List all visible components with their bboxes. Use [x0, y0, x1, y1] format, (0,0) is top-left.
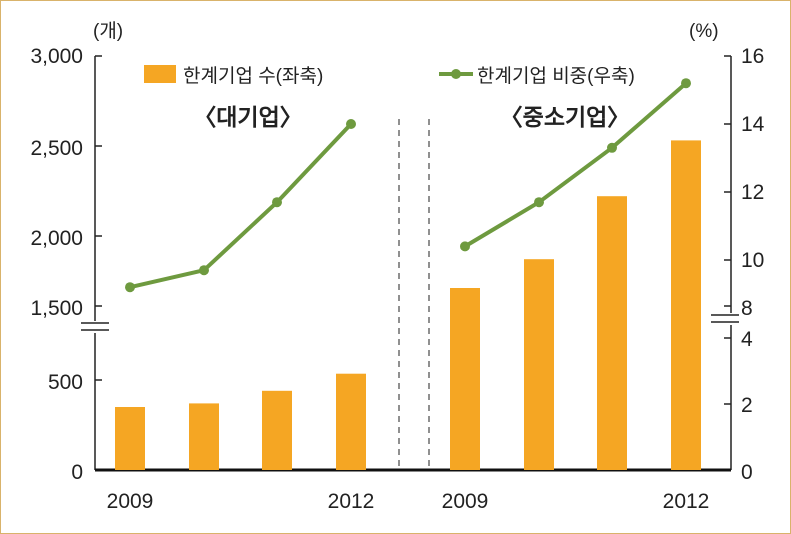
- chart-marks: 2009 2012 2009 2012: [107, 78, 710, 513]
- line-point: [125, 282, 135, 293]
- left-axis-unit: (개): [93, 20, 123, 42]
- legend-line-swatch: [439, 69, 473, 79]
- right-axis-ticks: 16 14 12 10 8 4 2 0: [724, 45, 765, 484]
- legend-bar-label: 한계기업 수(좌축): [183, 65, 323, 87]
- left-tick-label: 500: [48, 371, 83, 394]
- line-point: [346, 119, 356, 129]
- line-series: [129, 122, 353, 290]
- bar: [597, 196, 627, 470]
- panel-title-large-firms: 〈대기업〉: [193, 104, 302, 130]
- legend-line-label: 한계기업 비중(우축): [477, 65, 635, 87]
- right-tick-label: 16: [741, 45, 764, 68]
- right-tick-label: 0: [741, 461, 753, 484]
- left-tick-label: 2,000: [30, 227, 83, 250]
- left-tick-label: 2,500: [30, 137, 83, 160]
- panel-title-sme: 〈중소기업〉: [500, 104, 631, 130]
- right-axis-unit: (%): [689, 21, 719, 42]
- right-tick-label: 12: [741, 181, 764, 204]
- x-tick-label: 2009: [442, 490, 489, 513]
- legend: 한계기업 수(좌축) 한계기업 비중(우축): [144, 65, 635, 87]
- bar: [450, 288, 480, 470]
- bar: [115, 407, 145, 470]
- axes: [81, 56, 739, 472]
- right-axis-break-mark: [711, 314, 739, 323]
- left-axis-break-mark: [81, 322, 109, 331]
- right-tick-label: 10: [741, 249, 764, 272]
- right-tick-label: 2: [741, 394, 753, 417]
- bar: [336, 373, 366, 470]
- line-point: [272, 197, 282, 208]
- right-tick-label: 8: [741, 297, 753, 320]
- bar: [524, 259, 554, 470]
- right-tick-label: 14: [741, 113, 765, 136]
- bar: [671, 140, 701, 470]
- left-axis-ticks: 3,000 2,500 2,000 1,500 500 0: [30, 45, 102, 484]
- line-point: [199, 265, 209, 276]
- line-point: [460, 241, 470, 252]
- legend-bar-swatch: [144, 65, 176, 83]
- x-tick-label: 2012: [328, 490, 375, 513]
- left-tick-label: 3,000: [30, 45, 83, 68]
- bar: [189, 403, 219, 470]
- bar: [262, 390, 292, 470]
- left-tick-label: 1,500: [30, 297, 83, 320]
- x-tick-label: 2012: [663, 490, 710, 513]
- line-point: [534, 197, 544, 208]
- line-series: [463, 81, 688, 249]
- left-tick-label: 0: [71, 461, 83, 484]
- line-point: [607, 142, 617, 153]
- x-tick-label: 2009: [107, 490, 154, 513]
- line-point: [681, 78, 691, 89]
- right-tick-label: 4: [741, 328, 753, 351]
